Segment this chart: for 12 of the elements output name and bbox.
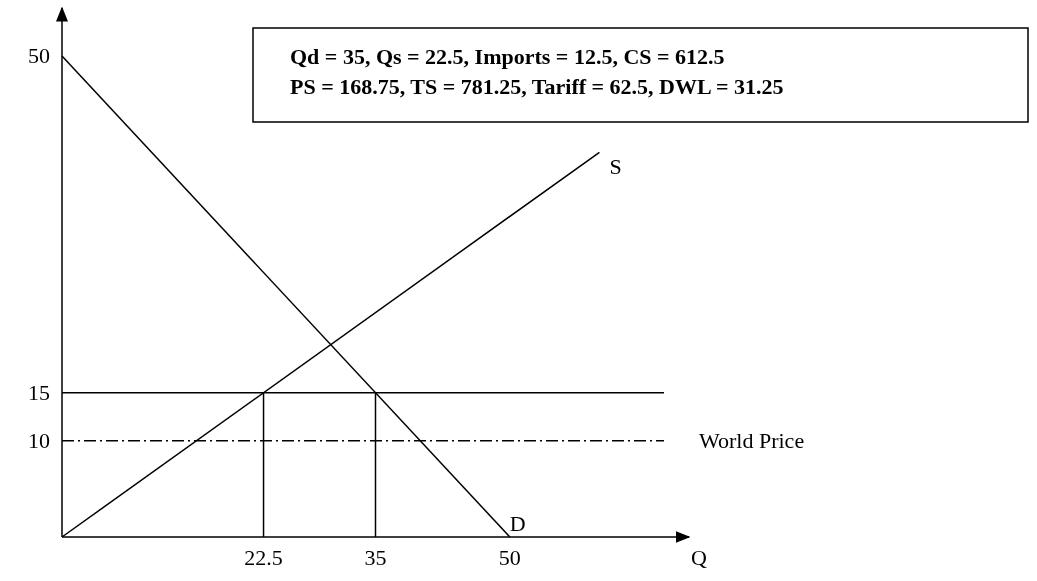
x-tick-label: 22.5 [244,545,283,570]
annotation: PS = 168.75, TS = 781.25, Tariff = 62.5, DWL = 31.25 [290,74,784,99]
x-tick-label: 50 [498,545,521,570]
y-tick-label: 10 [28,427,50,453]
y-tick-label: 15 [28,379,50,405]
x-axis-title: Q [691,545,708,570]
series-label: D [509,511,526,536]
y-tick-label: 50 [28,43,50,69]
series-label: S [609,154,622,180]
ref-line-label: World Price [699,427,805,453]
annotation: Qd = 35, Qs = 22.5, Imports = 12.5, CS = 612.5 [290,44,725,69]
x-tick-label: 35 [364,545,387,570]
